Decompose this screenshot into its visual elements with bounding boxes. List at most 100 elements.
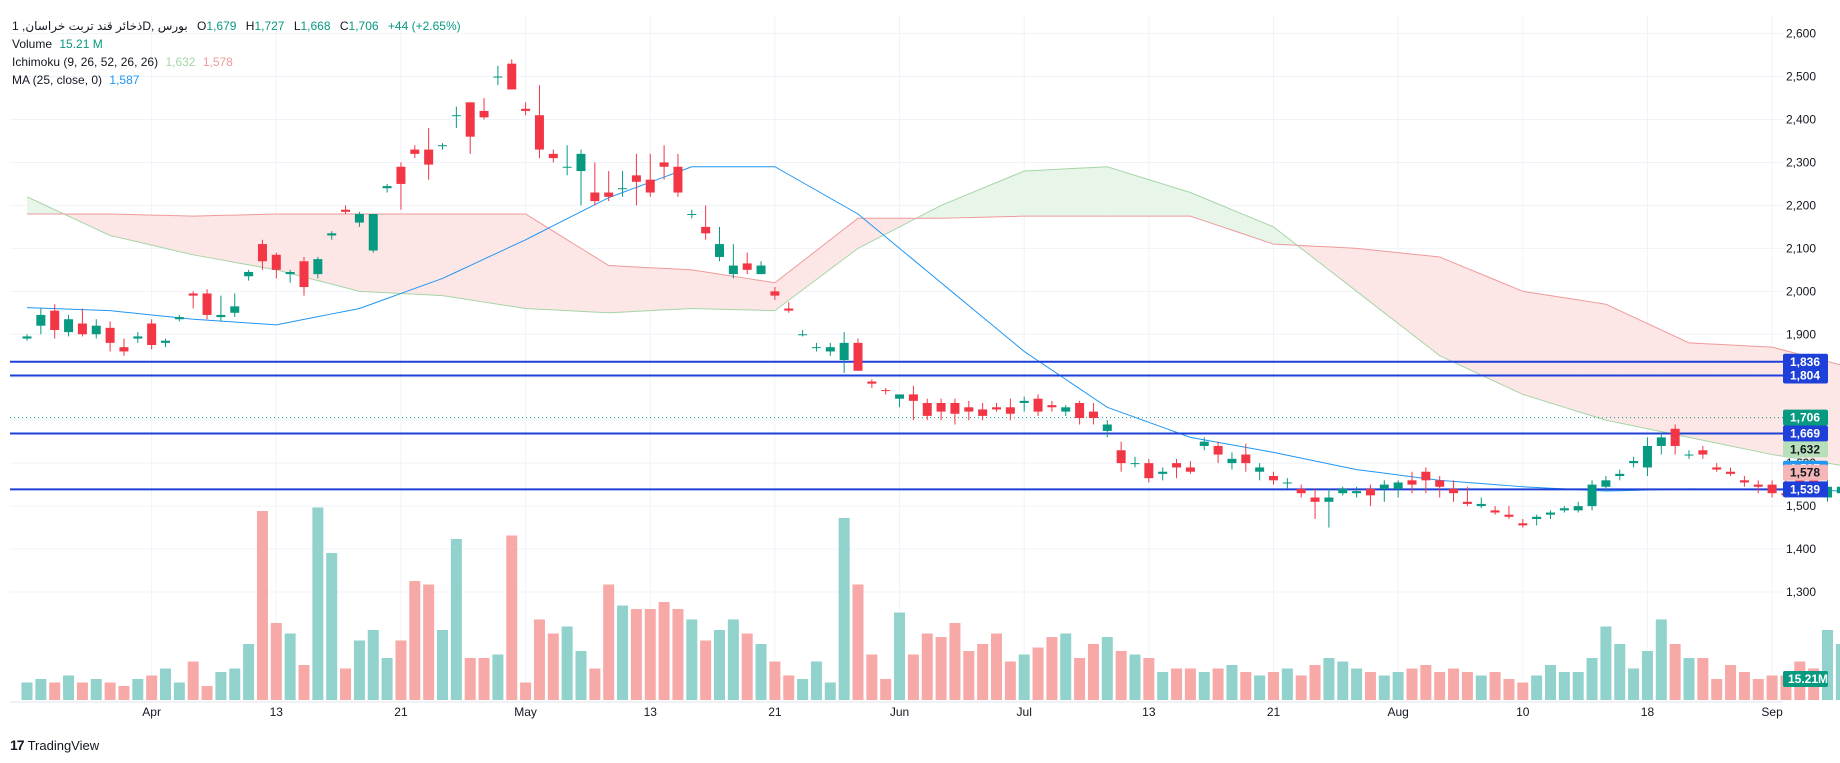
candle-body[interactable] — [1199, 441, 1209, 446]
candle-body[interactable] — [341, 209, 351, 212]
candle-body[interactable] — [1836, 486, 1840, 494]
candle-body[interactable] — [645, 179, 655, 193]
candle-body[interactable] — [1435, 480, 1445, 487]
candle-body[interactable] — [770, 291, 780, 296]
candle-body[interactable] — [1670, 428, 1680, 446]
candle-body[interactable] — [174, 317, 184, 320]
candle-body[interactable] — [1504, 514, 1514, 517]
candle-body[interactable] — [451, 115, 461, 117]
candle-body[interactable] — [964, 407, 974, 412]
candle-body[interactable] — [1476, 503, 1486, 507]
candle-body[interactable] — [881, 390, 891, 392]
candle-body[interactable] — [811, 347, 821, 349]
candle-body[interactable] — [91, 325, 101, 335]
candle-body[interactable] — [853, 342, 863, 371]
candle-body[interactable] — [618, 188, 628, 190]
candle-body[interactable] — [133, 336, 143, 339]
candle-body[interactable] — [410, 149, 420, 154]
price-label-box[interactable] — [1783, 464, 1828, 481]
candle-body[interactable] — [327, 233, 337, 236]
candle-body[interactable] — [77, 323, 87, 335]
candle-body[interactable] — [1158, 471, 1168, 474]
candle-body[interactable] — [313, 259, 323, 275]
candle-body[interactable] — [1573, 506, 1583, 511]
candle-body[interactable] — [1753, 484, 1763, 487]
candle-body[interactable] — [1726, 471, 1736, 474]
candle-body[interactable] — [1061, 407, 1071, 412]
candle-body[interactable] — [1712, 467, 1722, 470]
candle-body[interactable] — [548, 153, 558, 159]
candle-body[interactable] — [1379, 484, 1389, 489]
candle-body[interactable] — [1490, 510, 1500, 513]
candle-body[interactable] — [1241, 454, 1251, 464]
price-label-box[interactable] — [1783, 481, 1828, 498]
candle-body[interactable] — [1088, 411, 1098, 419]
candle-body[interactable] — [1324, 497, 1334, 502]
candle-body[interactable] — [22, 336, 32, 339]
candle-body[interactable] — [839, 342, 849, 361]
candle-body[interactable] — [1310, 497, 1320, 502]
candle-body[interactable] — [756, 265, 766, 275]
candle-body[interactable] — [784, 308, 794, 311]
candle-body[interactable] — [534, 115, 544, 150]
candle-body[interactable] — [299, 261, 309, 288]
candle-body[interactable] — [1449, 488, 1459, 494]
candle-body[interactable] — [161, 340, 170, 343]
candle-body[interactable] — [1213, 445, 1223, 455]
candle-body[interactable] — [1407, 480, 1417, 485]
price-label-box[interactable] — [1783, 441, 1828, 458]
candle-body[interactable] — [1227, 458, 1237, 464]
candle-body[interactable] — [1075, 403, 1085, 419]
price-label-box[interactable] — [1783, 409, 1828, 426]
ichimoku-legend-row[interactable]: Ichimoku (9, 26, 52, 26, 26) 1,632 1,578 — [12, 53, 461, 71]
candle-body[interactable] — [1462, 501, 1472, 504]
price-label-box[interactable] — [1783, 367, 1828, 384]
candle-body[interactable] — [1338, 488, 1348, 494]
tradingview-logo[interactable]: 17 TradingView — [10, 737, 99, 753]
candle-body[interactable] — [257, 244, 267, 262]
candle-body[interactable] — [285, 271, 295, 275]
candle-body[interactable] — [50, 310, 60, 330]
candle-body[interactable] — [507, 63, 517, 90]
candle-body[interactable] — [1684, 454, 1694, 456]
candle-body[interactable] — [1421, 471, 1431, 481]
candle-body[interactable] — [1296, 488, 1306, 494]
candle-body[interactable] — [119, 347, 129, 352]
candle-body[interactable] — [978, 409, 988, 416]
candle-body[interactable] — [992, 407, 1001, 410]
candle-body[interactable] — [950, 403, 960, 414]
candle-body[interactable] — [922, 403, 932, 416]
volume-legend-row[interactable]: Volume 15.21 M — [12, 35, 461, 53]
candle-body[interactable] — [202, 293, 212, 315]
candle-body[interactable] — [382, 186, 392, 189]
candle-body[interactable] — [687, 214, 697, 215]
candle-body[interactable] — [493, 76, 503, 78]
candle-body[interactable] — [354, 214, 364, 223]
candle-body[interactable] — [1615, 473, 1625, 477]
price-label-box[interactable] — [1783, 425, 1828, 442]
candle-body[interactable] — [1269, 476, 1278, 481]
candle-body[interactable] — [1546, 512, 1555, 515]
candle-body[interactable] — [1587, 484, 1597, 507]
candle-body[interactable] — [1629, 460, 1639, 464]
candle-body[interactable] — [1559, 508, 1569, 511]
candle-body[interactable] — [244, 271, 254, 277]
candle-body[interactable] — [368, 214, 378, 251]
candle-body[interactable] — [1642, 445, 1652, 468]
candle-body[interactable] — [230, 306, 240, 313]
candle-body[interactable] — [479, 110, 489, 118]
candle-body[interactable] — [147, 323, 157, 346]
candle-body[interactable] — [1518, 523, 1528, 526]
candle-body[interactable] — [825, 347, 835, 352]
candle-body[interactable] — [1282, 482, 1292, 484]
candle-body[interactable] — [1739, 480, 1749, 483]
candle-body[interactable] — [867, 381, 877, 384]
candle-body[interactable] — [1767, 484, 1777, 494]
candle-body[interactable] — [798, 334, 808, 336]
candle-body[interactable] — [604, 192, 614, 197]
candle-body[interactable] — [64, 319, 74, 333]
candle-body[interactable] — [36, 314, 46, 326]
candle-body[interactable] — [1047, 405, 1057, 408]
candle-body[interactable] — [105, 327, 115, 343]
candle-body[interactable] — [659, 162, 669, 167]
